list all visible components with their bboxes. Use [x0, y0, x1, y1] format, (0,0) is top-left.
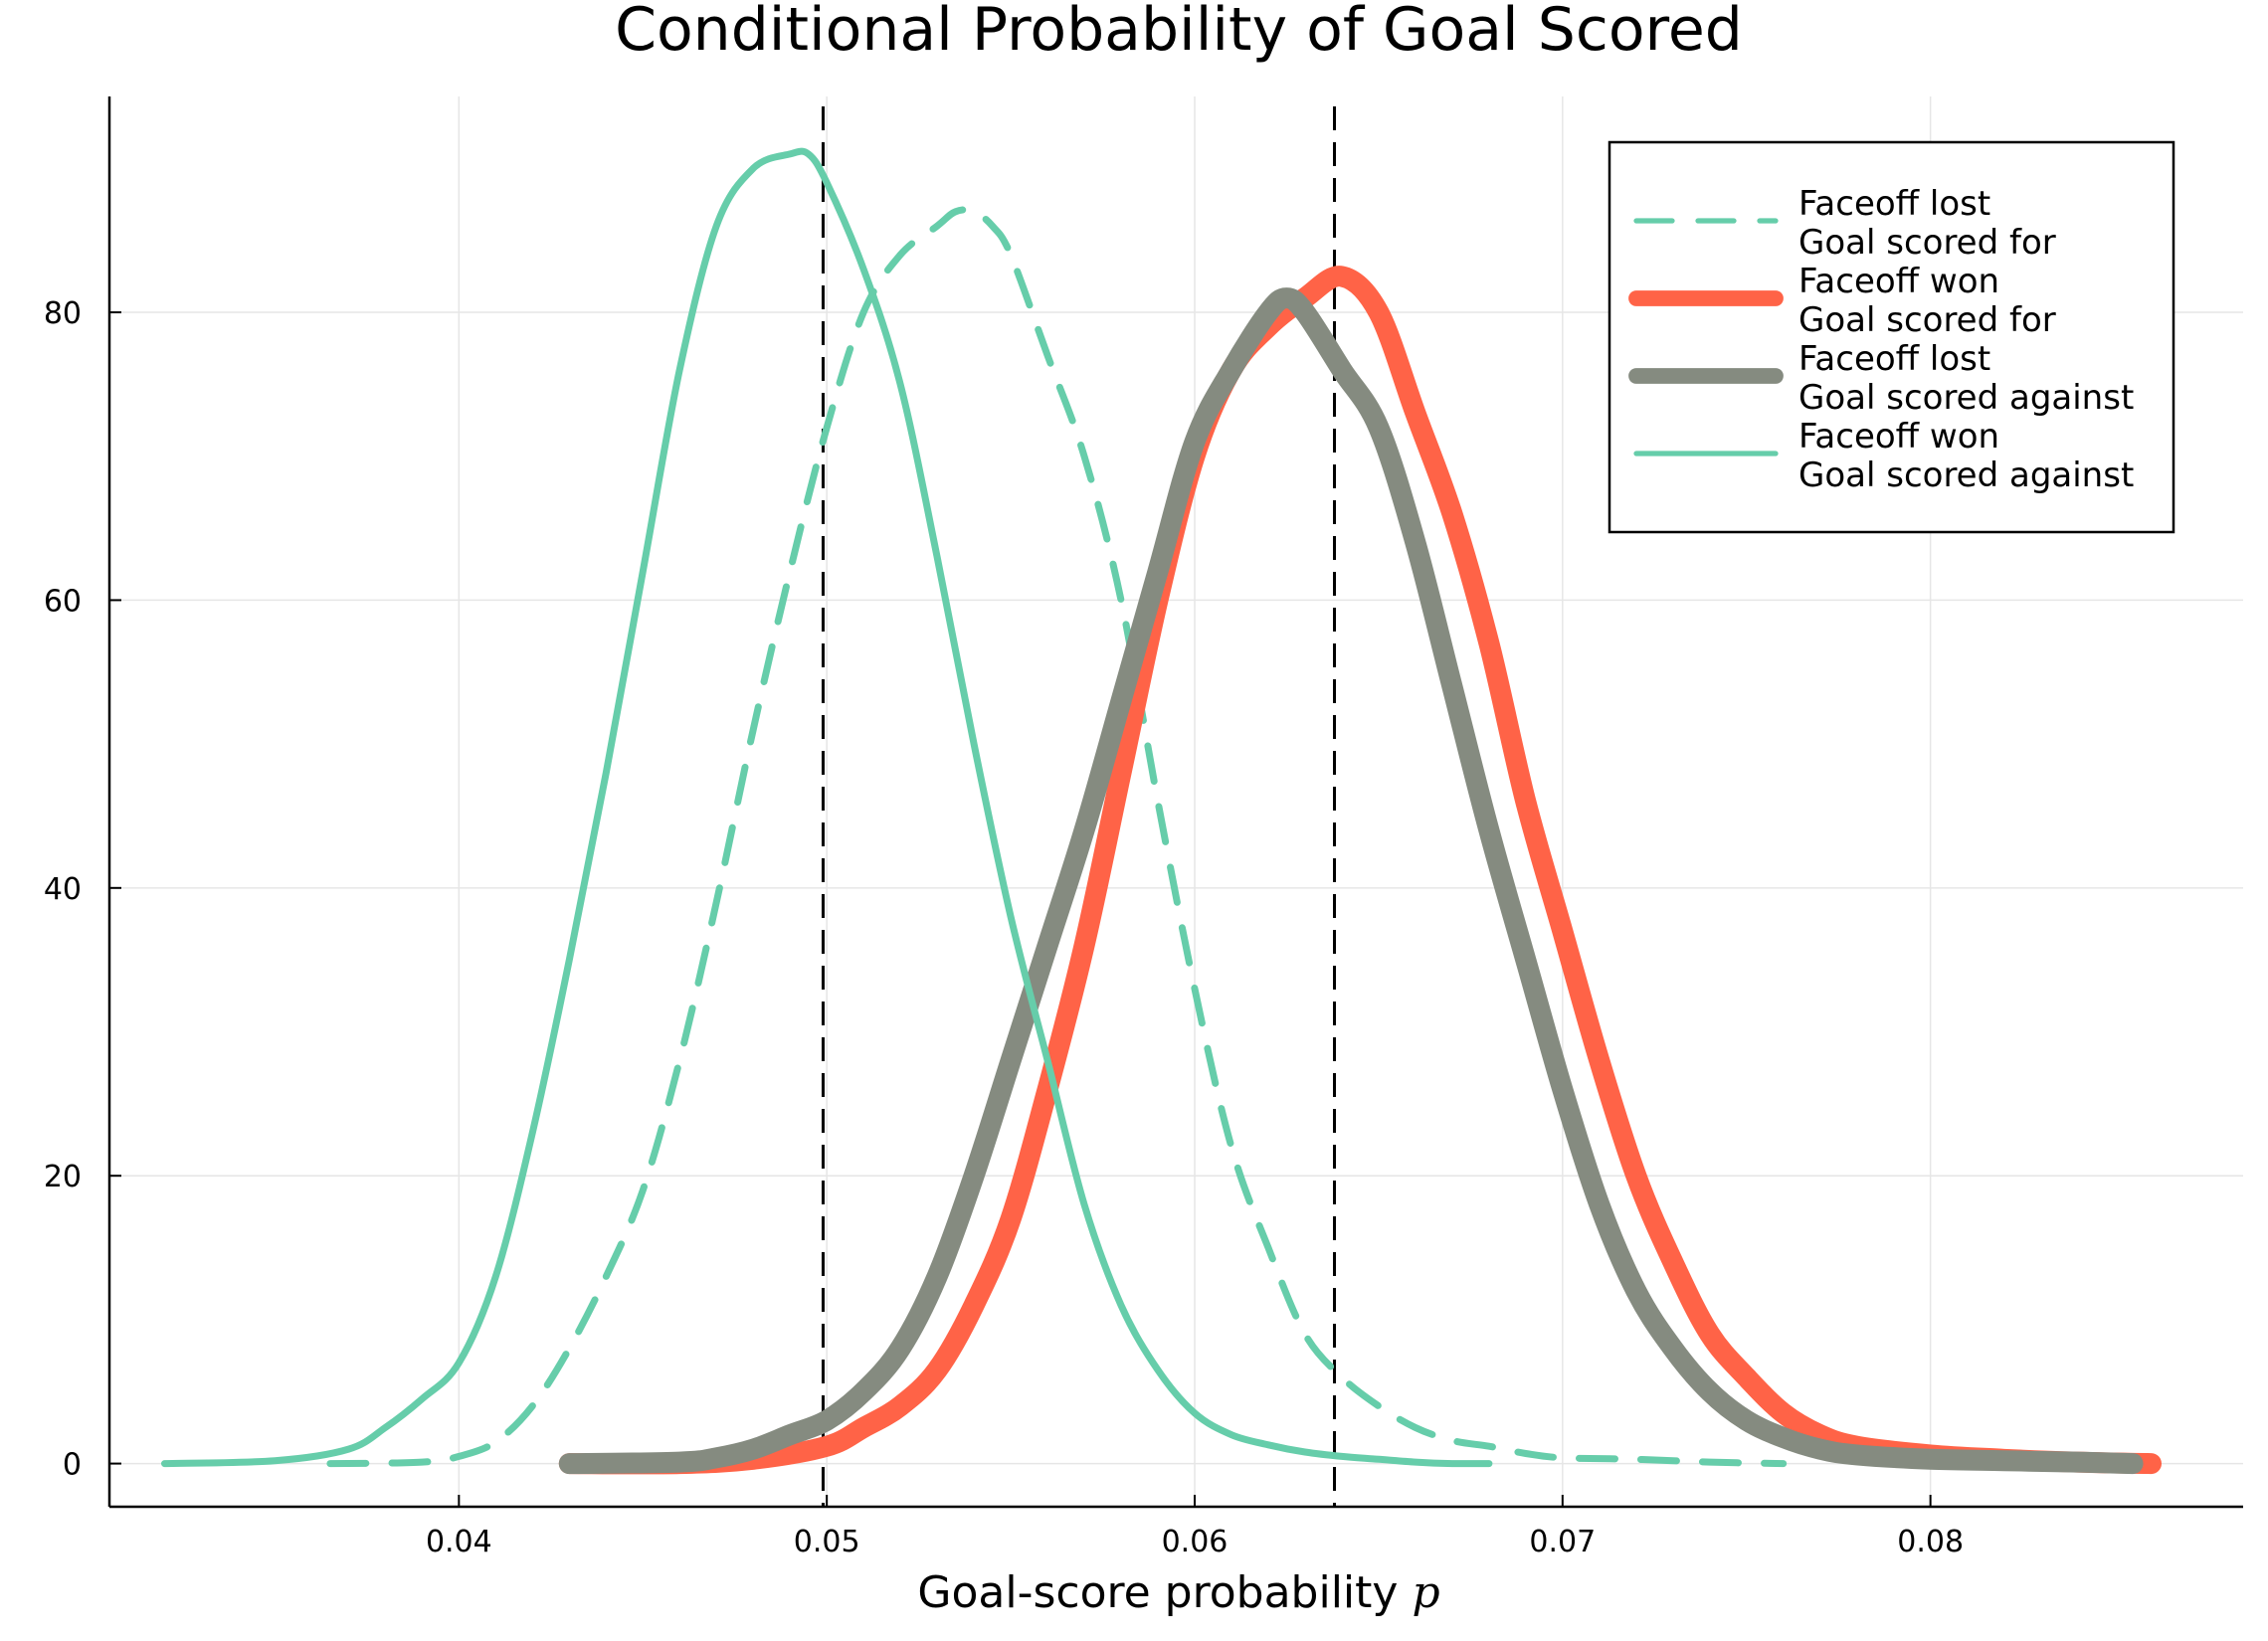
legend-box [1607, 140, 2175, 534]
legend-label-1-line2: Goal scored for [1798, 300, 2056, 340]
legend-label-3-line1: Faceoff won [1798, 417, 1999, 456]
x-axis-label: Goal-score probability p [917, 1567, 1439, 1618]
x-tick-label-0: 0.04 [426, 1525, 492, 1559]
legend-label-0-line2: Goal scored for [1798, 223, 2056, 263]
series-line-1 [558, 266, 2162, 1475]
x-tick-label-3: 0.07 [1529, 1525, 1596, 1559]
x-axis-ticks: 0.04 0.05 0.06 0.07 0.08 [426, 1495, 1964, 1559]
y-tick-label-2: 40 [44, 872, 82, 907]
y-tick-label-0: 0 [63, 1448, 82, 1483]
x-tick-label-1: 0.05 [794, 1525, 860, 1559]
series-lines [161, 147, 2162, 1475]
chart-title: Conditional Probability of Goal Scored [615, 0, 1743, 65]
y-tick-label-3: 60 [44, 584, 82, 619]
legend-label-2-line2: Goal scored against [1798, 378, 2134, 418]
x-axis-label-text: Goal-score probability [917, 1567, 1398, 1618]
legend-label-2-line1: Faceoff lost [1798, 339, 1990, 379]
y-tick-label-1: 20 [44, 1160, 82, 1194]
x-tick-label-2: 0.06 [1162, 1525, 1228, 1559]
series-line-2 [558, 287, 2144, 1475]
series-line-0 [326, 206, 1788, 1468]
legend-label-0-line1: Faceoff lost [1798, 184, 1990, 224]
series-line-3 [161, 147, 1493, 1468]
x-axis-label-variable: p [1412, 1567, 1439, 1618]
y-tick-label-4: 80 [44, 296, 82, 331]
y-axis-ticks: 0 20 40 60 80 [44, 296, 121, 1483]
x-tick-label-4: 0.08 [1897, 1525, 1964, 1559]
legend-label-1-line1: Faceoff won [1798, 262, 1999, 301]
legend-label-3-line2: Goal scored against [1798, 456, 2134, 495]
